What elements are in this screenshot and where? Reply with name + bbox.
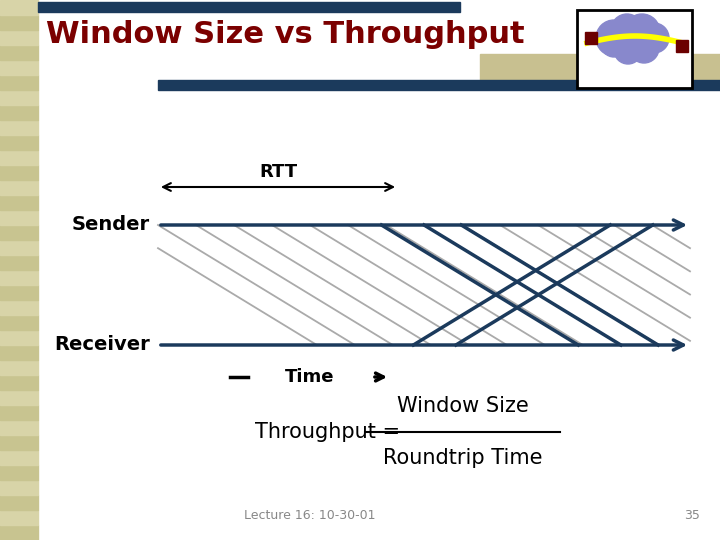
Bar — [0, 225, 38, 240]
Bar — [0, 480, 38, 495]
Bar — [38, 2, 460, 12]
Circle shape — [614, 36, 642, 64]
Circle shape — [601, 31, 627, 57]
Bar — [0, 315, 38, 330]
Circle shape — [624, 14, 660, 50]
Circle shape — [639, 23, 669, 53]
Bar — [0, 180, 38, 195]
Bar — [0, 240, 38, 255]
Bar — [0, 510, 38, 525]
Bar — [480, 54, 720, 82]
Bar — [0, 90, 38, 105]
Text: 35: 35 — [684, 509, 700, 522]
Bar — [0, 330, 38, 345]
Bar — [0, 195, 38, 210]
Bar — [0, 210, 38, 225]
Bar — [0, 60, 38, 75]
Bar — [0, 285, 38, 300]
Bar — [0, 450, 38, 465]
Text: RTT: RTT — [259, 163, 297, 181]
Circle shape — [629, 33, 659, 63]
Bar — [0, 0, 38, 15]
Bar — [0, 30, 38, 45]
Circle shape — [596, 20, 632, 56]
Bar — [577, 10, 692, 88]
Bar — [0, 270, 38, 285]
Bar — [0, 135, 38, 150]
Bar — [0, 75, 38, 90]
Text: Window Size: Window Size — [397, 396, 528, 416]
Text: Time: Time — [285, 368, 335, 386]
Bar — [0, 495, 38, 510]
Bar — [0, 420, 38, 435]
Bar — [0, 345, 38, 360]
Bar — [0, 525, 38, 540]
Bar — [0, 15, 38, 30]
Bar — [0, 165, 38, 180]
Bar — [0, 465, 38, 480]
Bar — [0, 390, 38, 405]
Text: Lecture 16: 10-30-01: Lecture 16: 10-30-01 — [244, 509, 376, 522]
Bar — [585, 32, 597, 44]
Bar — [0, 405, 38, 420]
Bar — [0, 255, 38, 270]
Bar — [0, 150, 38, 165]
Circle shape — [611, 14, 643, 46]
Text: Sender: Sender — [72, 215, 150, 234]
Bar — [0, 360, 38, 375]
Text: Roundtrip Time: Roundtrip Time — [383, 448, 542, 468]
Text: Receiver: Receiver — [54, 335, 150, 354]
Bar — [0, 300, 38, 315]
Bar — [676, 40, 688, 52]
Bar — [0, 45, 38, 60]
Bar — [0, 120, 38, 135]
Bar — [0, 375, 38, 390]
Bar — [0, 435, 38, 450]
Bar — [0, 105, 38, 120]
Bar — [158, 80, 720, 90]
Text: Window Size vs Throughput: Window Size vs Throughput — [46, 20, 525, 49]
Text: Throughput =: Throughput = — [255, 422, 400, 442]
